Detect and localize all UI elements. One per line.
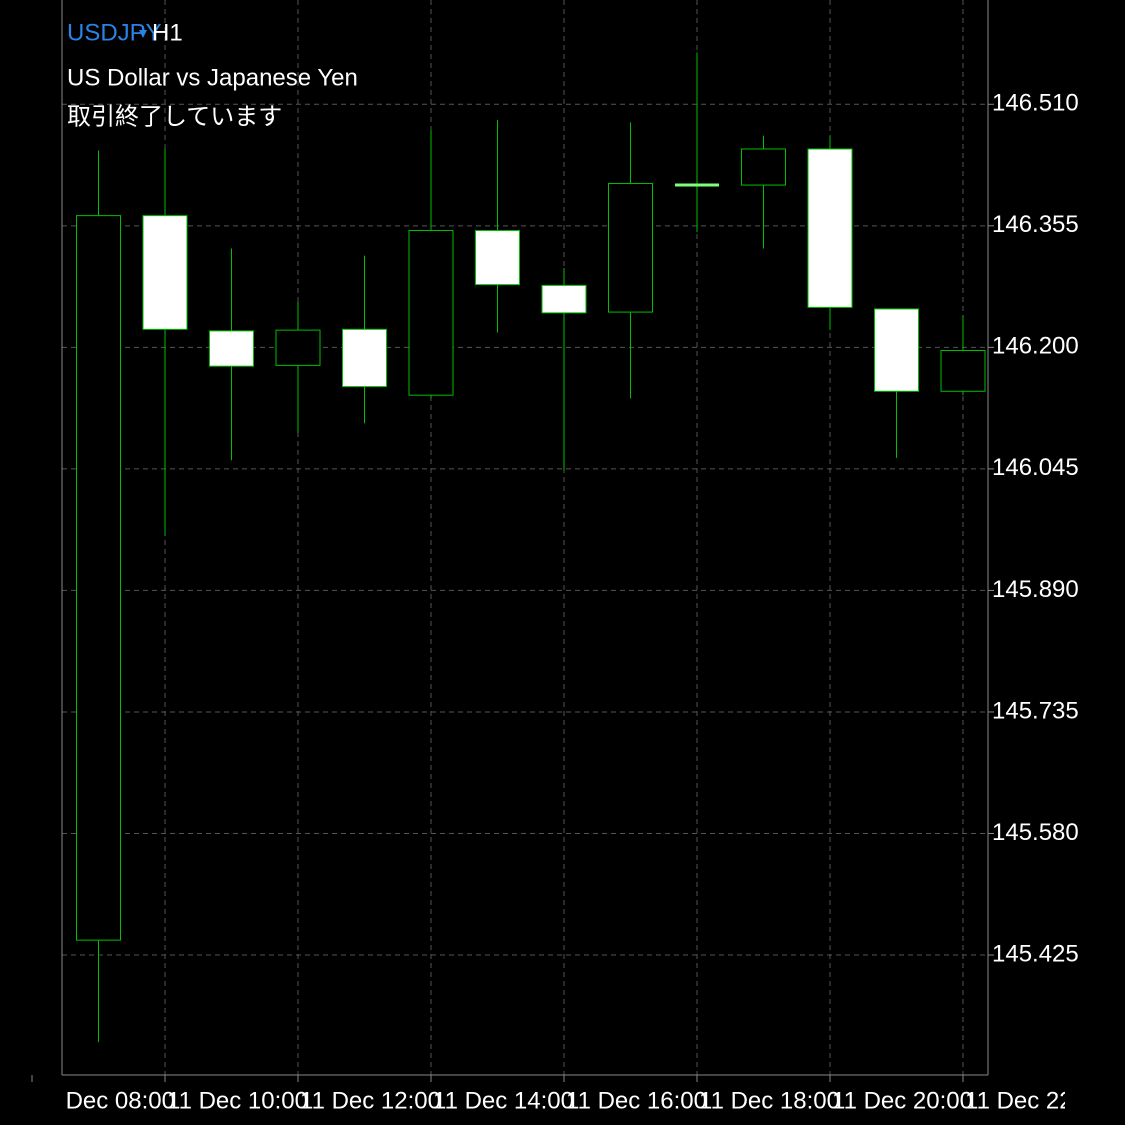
candle-body	[541, 284, 587, 314]
y-tick-label: 145.735	[992, 697, 1079, 724]
x-tick-label: 11 Dec 22:00	[965, 1087, 1106, 1114]
y-tick-label: 146.510	[992, 90, 1079, 117]
y-labels: 146.510 146.355 146.200 146.045 145.890 145.7…	[988, 90, 1079, 967]
y-tick-label: 145.890	[992, 576, 1079, 603]
y-tick-label: 146.200	[992, 333, 1079, 360]
x-tick-label: 11 Dec 16:00	[566, 1087, 707, 1114]
axes	[61, 0, 989, 1076]
description: US Dollar vs Japanese Yen	[67, 64, 358, 91]
x-tick-label: 11 Dec 10:00	[167, 1087, 308, 1114]
candle-body	[342, 328, 387, 388]
candle-body	[275, 329, 321, 366]
symbol: USDJPY	[67, 19, 162, 46]
y-tick-label: 146.045	[992, 454, 1079, 481]
grid	[62, 0, 988, 1075]
candle-body	[807, 148, 853, 308]
x-tick-label: 11 Dec 12:00	[300, 1087, 441, 1114]
candle-body	[940, 349, 986, 392]
candle-body	[741, 148, 786, 186]
candles	[76, 52, 986, 1043]
x-tick-label: 11 Dec 20:00	[832, 1087, 973, 1114]
candle-body	[76, 215, 121, 941]
y-tick-label: 145.580	[992, 819, 1079, 846]
candle-body	[874, 308, 919, 392]
x-tick-label: 11 Dec 14:00	[433, 1087, 574, 1114]
candle-body	[608, 182, 653, 313]
y-tick-label: 146.355	[992, 211, 1079, 238]
candle-body	[209, 330, 254, 367]
x-tick-label: 11 Dec 08:00	[34, 1087, 175, 1114]
x-tick-label: 11 Dec 18:00	[699, 1087, 840, 1114]
timeframe: H1	[152, 19, 183, 46]
candle-body	[475, 230, 520, 286]
dropdown-icon[interactable]	[139, 30, 147, 38]
candle-body	[408, 230, 454, 396]
candle-body	[142, 215, 188, 330]
status: 取引終了しています	[67, 103, 282, 130]
y-tick-label: 145.425	[992, 940, 1079, 967]
